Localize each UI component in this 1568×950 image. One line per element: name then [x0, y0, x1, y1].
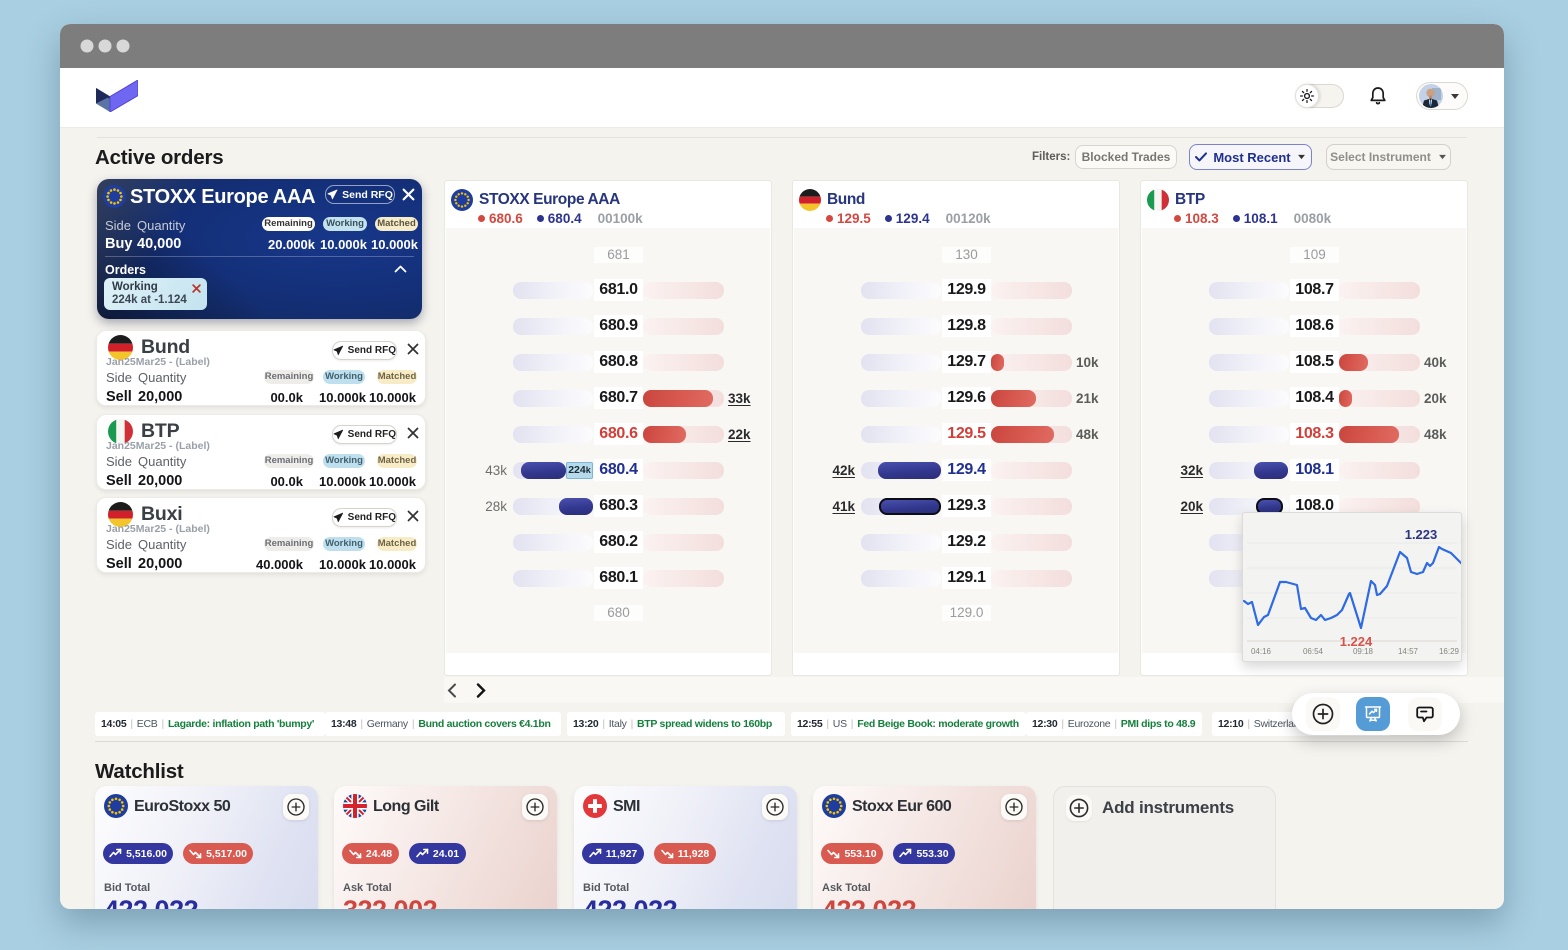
- svg-text:1.223: 1.223: [1405, 527, 1438, 542]
- svg-text:14:57: 14:57: [1398, 647, 1419, 656]
- svg-text:06:54: 06:54: [1303, 647, 1324, 656]
- svg-text:09:18: 09:18: [1353, 647, 1374, 656]
- svg-text:1.224: 1.224: [1340, 634, 1373, 649]
- svg-text:04:16: 04:16: [1251, 647, 1272, 656]
- svg-text:16:29: 16:29: [1439, 647, 1460, 656]
